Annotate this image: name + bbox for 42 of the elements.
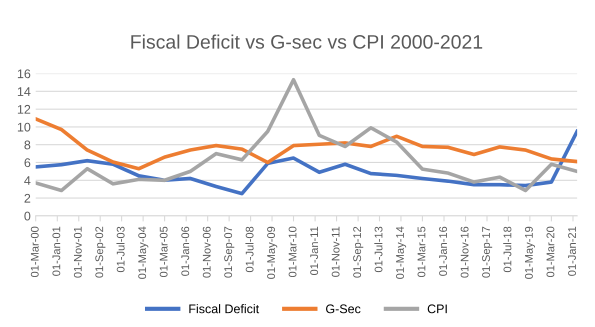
y-tick-label: 4: [24, 176, 30, 185]
x-tick-label: 01-Mar-05: [160, 226, 168, 278]
x-tick-label: 01-May-09: [267, 226, 278, 279]
x-tick-label: 01-Jul-18: [503, 226, 512, 272]
chart-title: Fiscal Deficit vs G-sec vs CPI 2000-2021: [131, 34, 482, 49]
x-tick-label: 01-Nov-11: [332, 226, 340, 277]
x-tick-label: 01-Mar-10: [288, 226, 296, 278]
x-tick-label: 01-Mar-00: [30, 226, 39, 278]
line-series: [36, 130, 578, 196]
y-tick-label: 8: [24, 140, 30, 150]
x-tick-label: 01-Nov-06: [202, 226, 211, 278]
x-tick-label: 01-Jul-08: [245, 226, 254, 272]
x-tick-label: 01-Jul-03: [116, 226, 125, 272]
line-series: [36, 117, 578, 171]
x-tick-label: 01-May-19: [524, 226, 536, 279]
x-tick-label: 01-May-04: [138, 226, 148, 279]
x-tick-label: 01-Sep-07: [224, 226, 234, 278]
x-tick-label: 01-Nov-16: [460, 226, 469, 278]
y-tick-label: 14: [18, 87, 30, 96]
legend-label: Fiscal Deficit: [189, 304, 260, 314]
x-tick-label: 01-Sep-17: [482, 226, 492, 278]
x-tick-label: 01-Jan-16: [439, 226, 447, 276]
y-tick-label: 16: [18, 69, 30, 78]
y-tick-label: 6: [24, 158, 30, 168]
x-tick-label: 01-Jul-13: [374, 226, 382, 272]
x-tick-label: 01-Jan-06: [181, 226, 190, 276]
x-tick-label: 01-May-14: [396, 226, 406, 279]
y-tick-label: 10: [18, 122, 30, 132]
y-tick-label: 0: [24, 212, 30, 220]
x-tick-label: 01-Nov-01: [74, 226, 82, 278]
legend-label: G-Sec: [326, 304, 361, 314]
x-tick-label: 01-Jan-01: [52, 226, 60, 276]
x-tick-label: 01-Sep-02: [95, 226, 106, 278]
x-tick-label: 01-Mar-15: [418, 226, 426, 278]
y-tick-label: 2: [24, 194, 30, 203]
x-tick-label: 01-Jan-11: [310, 226, 318, 276]
x-tick-label: 01-Sep-12: [353, 226, 364, 278]
x-tick-label: 01-Jan-21: [568, 226, 576, 276]
legend-label: CPI: [428, 304, 447, 314]
y-tick-label: 12: [18, 104, 30, 114]
x-tick-label: 01-Mar-20: [546, 226, 554, 278]
line-series: [36, 78, 578, 192]
